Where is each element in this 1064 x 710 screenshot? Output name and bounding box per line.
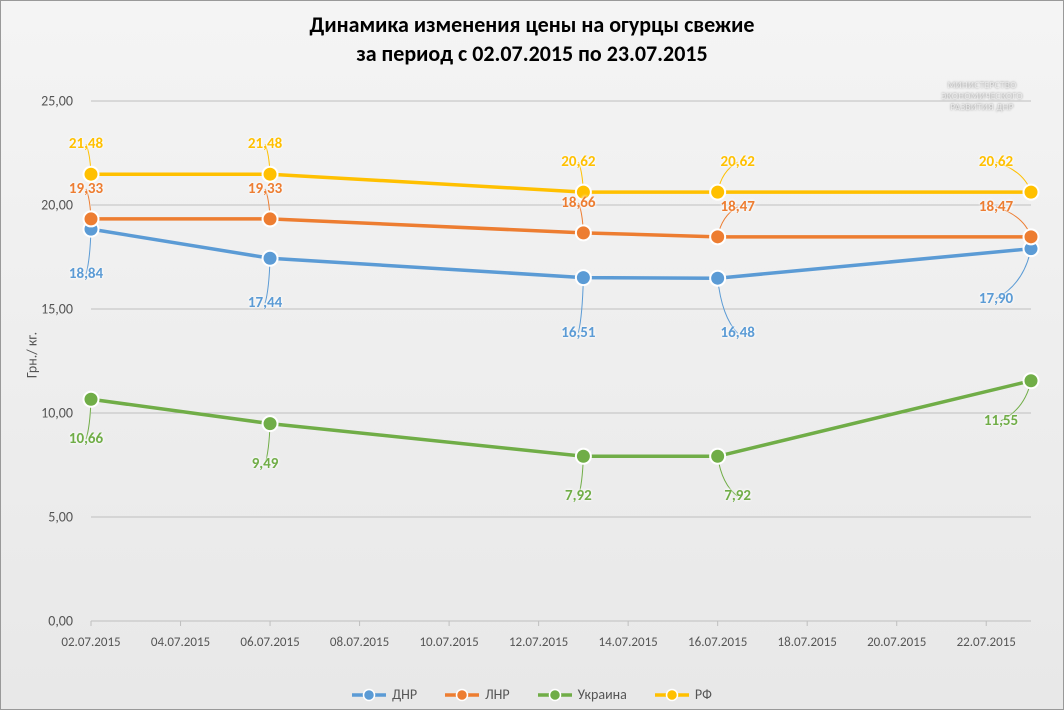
data-label: 21,48 — [248, 135, 282, 153]
series-line-РФ — [91, 174, 1031, 192]
legend-marker-icon — [655, 688, 689, 702]
legend-item-РФ: РФ — [655, 686, 712, 703]
data-label: 18,47 — [979, 198, 1013, 216]
series-line-Украина — [91, 381, 1031, 457]
data-label: 18,47 — [721, 198, 755, 216]
data-label: 20,62 — [561, 153, 595, 171]
legend-label: РФ — [695, 686, 712, 703]
series-marker — [84, 392, 99, 407]
legend-marker-icon — [352, 688, 386, 702]
x-tick-label: 14.07.2015 — [599, 635, 658, 650]
legend-item-ЛНР: ЛНР — [445, 686, 510, 703]
series-marker — [710, 449, 725, 464]
legend-marker-icon — [538, 688, 572, 702]
data-label: 18,66 — [561, 194, 595, 212]
data-label: 21,48 — [69, 135, 103, 153]
x-tick-label: 22.07.2015 — [957, 635, 1016, 650]
series-marker — [1024, 185, 1039, 200]
data-label: 7,92 — [724, 487, 751, 505]
legend-label: ДНР — [392, 686, 417, 703]
data-label: 10,66 — [69, 430, 103, 448]
data-label: 9,49 — [252, 455, 279, 473]
x-tick-label: 18.07.2015 — [778, 635, 837, 650]
series-marker — [263, 251, 278, 266]
data-label: 20,62 — [721, 153, 755, 171]
series-marker — [263, 416, 278, 431]
legend-label: Украина — [578, 686, 627, 703]
data-label: 17,44 — [248, 294, 282, 312]
x-tick-label: 04.07.2015 — [151, 635, 210, 650]
x-tick-label: 08.07.2015 — [330, 635, 389, 650]
series-line-ЛНР — [91, 219, 1031, 237]
y-tick-label: 0,00 — [23, 613, 73, 630]
plot-svg — [81, 91, 1041, 631]
series-marker — [263, 211, 278, 226]
series-marker — [576, 270, 591, 285]
data-label: 7,92 — [565, 487, 592, 505]
x-tick-label: 10.07.2015 — [419, 635, 478, 650]
series-marker — [710, 229, 725, 244]
data-label: 19,33 — [69, 180, 103, 198]
chart-title-line1: Динамика изменения цены на огурцы свежие — [310, 11, 755, 38]
legend: ДНР ЛНР Украина РФ — [1, 686, 1063, 703]
legend-item-ДНР: ДНР — [352, 686, 417, 703]
y-tick-label: 10,00 — [23, 405, 73, 422]
series-marker — [84, 211, 99, 226]
x-tick-label: 12.07.2015 — [509, 635, 568, 650]
chart-container: Динамика изменения цены на огурцы свежие… — [0, 0, 1064, 710]
y-tick-label: 5,00 — [23, 509, 73, 526]
series-marker — [1024, 373, 1039, 388]
y-tick-label: 25,00 — [23, 93, 73, 110]
y-axis-label: Грн./ кг. — [24, 332, 41, 378]
legend-label: ЛНР — [485, 686, 510, 703]
data-label: 18,84 — [69, 265, 103, 283]
series-marker — [710, 271, 725, 286]
legend-marker-icon — [445, 688, 479, 702]
x-tick-label: 06.07.2015 — [240, 635, 299, 650]
x-tick-label: 16.07.2015 — [688, 635, 747, 650]
data-label: 16,48 — [721, 324, 755, 342]
data-label: 19,33 — [248, 180, 282, 198]
data-label: 11,55 — [984, 412, 1018, 430]
plot-area — [81, 91, 1041, 631]
chart-title: Динамика изменения цены на огурцы свежие… — [1, 11, 1063, 68]
series-marker — [576, 225, 591, 240]
data-label: 17,90 — [979, 290, 1013, 308]
legend-item-Украина: Украина — [538, 686, 627, 703]
y-tick-label: 20,00 — [23, 197, 73, 214]
series-marker — [1024, 229, 1039, 244]
y-tick-label: 15,00 — [23, 301, 73, 318]
data-label: 16,51 — [561, 324, 595, 342]
series-marker — [576, 449, 591, 464]
x-tick-label: 20.07.2015 — [867, 635, 926, 650]
x-tick-label: 02.07.2015 — [61, 635, 120, 650]
chart-title-line2: за период с 02.07.2015 по 23.07.2015 — [356, 40, 707, 67]
data-label: 20,62 — [979, 153, 1013, 171]
